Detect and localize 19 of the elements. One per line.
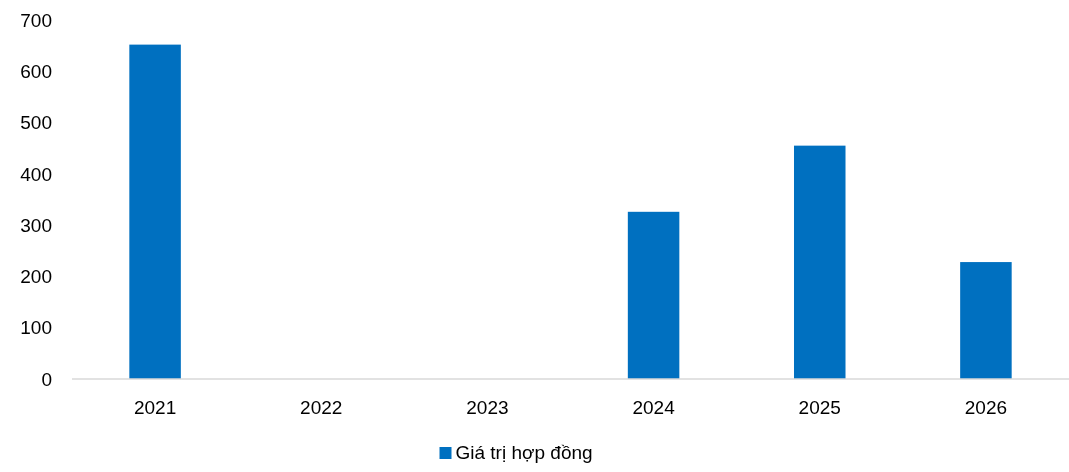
y-tick-label: 300 — [20, 214, 52, 236]
bar — [960, 262, 1012, 379]
bar — [627, 211, 680, 379]
x-tick-label: 2023 — [466, 397, 509, 418]
x-tick-label: 2025 — [798, 397, 841, 418]
y-tick-label: 600 — [20, 60, 52, 82]
y-tick-label: 400 — [20, 163, 52, 185]
bar — [129, 44, 181, 379]
y-tick-label: 0 — [41, 368, 52, 390]
bar — [793, 145, 846, 379]
legend-label: Giá trị hợp đồng — [455, 442, 593, 463]
y-tick-label: 200 — [20, 266, 52, 288]
y-tick-label: 700 — [20, 9, 52, 31]
y-tick-label: 100 — [20, 317, 52, 339]
x-tick-label: 2021 — [133, 397, 177, 418]
y-tick-label: 500 — [20, 112, 52, 134]
x-tick-label: 2024 — [632, 397, 676, 418]
x-tick-label: 2022 — [300, 397, 343, 418]
x-tick-label: 2026 — [964, 397, 1008, 418]
